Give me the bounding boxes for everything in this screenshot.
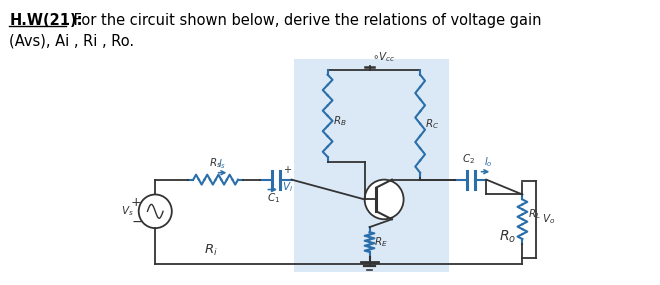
Text: +: + bbox=[131, 196, 141, 209]
Text: +: + bbox=[283, 165, 291, 175]
Text: $-$: $-$ bbox=[131, 214, 143, 228]
Text: $R_C$: $R_C$ bbox=[425, 117, 440, 131]
Text: $I_o$: $I_o$ bbox=[484, 155, 493, 169]
Text: For the circuit shown below, derive the relations of voltage gain: For the circuit shown below, derive the … bbox=[69, 13, 541, 28]
Text: $R_s$: $R_s$ bbox=[209, 156, 222, 170]
Text: $C_1$: $C_1$ bbox=[267, 192, 280, 205]
Text: $V_o$: $V_o$ bbox=[542, 212, 555, 226]
Text: $R_L$: $R_L$ bbox=[528, 207, 541, 221]
Bar bbox=[294, 59, 449, 272]
Text: $V_i$: $V_i$ bbox=[282, 181, 293, 194]
Text: $R_E$: $R_E$ bbox=[374, 235, 388, 249]
Text: $I_s$: $I_s$ bbox=[218, 157, 226, 171]
Text: $V_s$: $V_s$ bbox=[121, 204, 134, 218]
Text: $R_i$: $R_i$ bbox=[204, 243, 218, 258]
Text: $\circ V_{cc}$: $\circ V_{cc}$ bbox=[372, 50, 396, 64]
Text: (Avs), Ai , Ri , Ro.: (Avs), Ai , Ri , Ro. bbox=[9, 33, 134, 48]
Text: $R_B$: $R_B$ bbox=[333, 114, 346, 128]
Text: H.W(21):: H.W(21): bbox=[9, 13, 82, 28]
Text: $C_2$: $C_2$ bbox=[462, 152, 475, 166]
Circle shape bbox=[364, 180, 404, 219]
Text: $R_o$: $R_o$ bbox=[499, 229, 516, 245]
